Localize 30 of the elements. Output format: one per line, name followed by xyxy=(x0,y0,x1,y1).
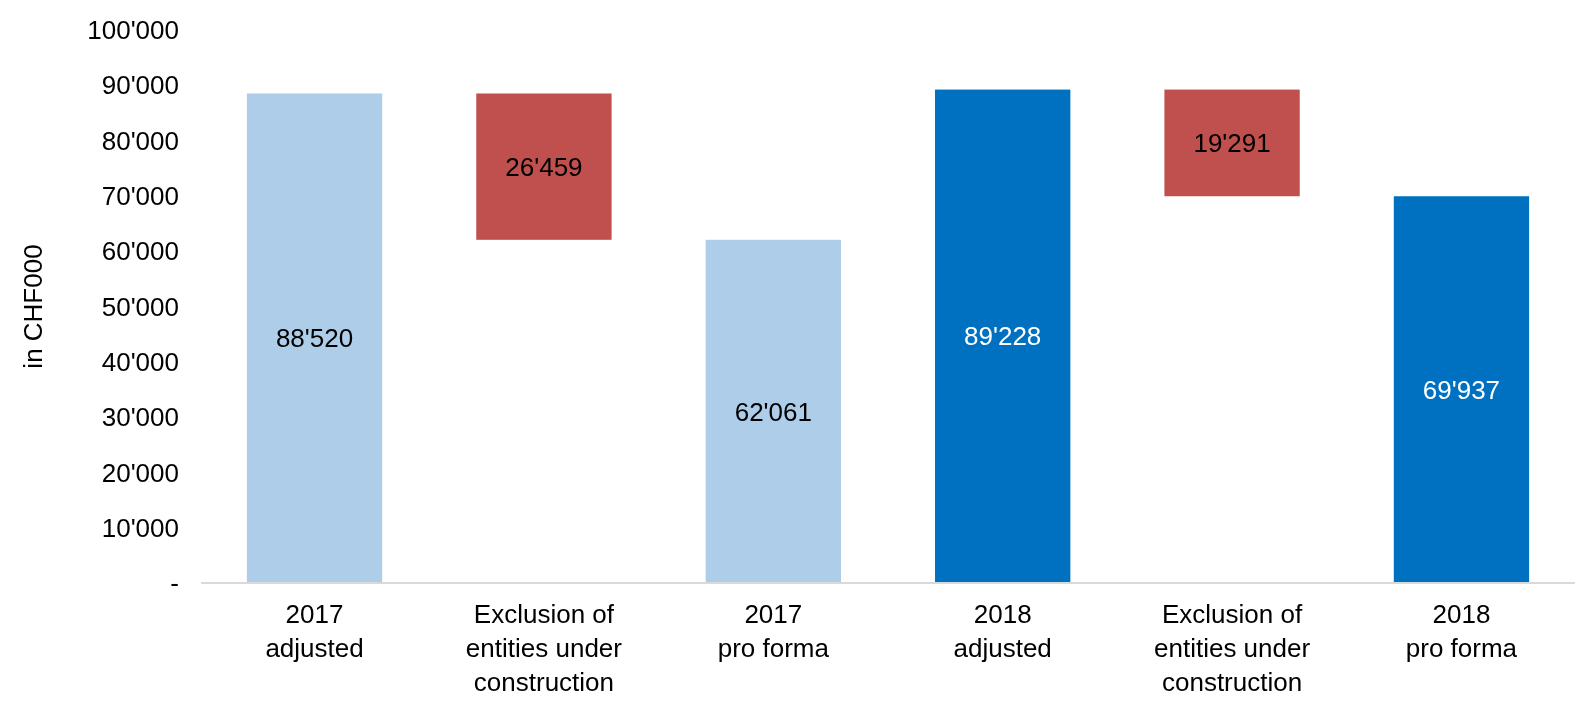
bar xyxy=(935,89,1071,583)
data-label: 69'937 xyxy=(1422,374,1501,405)
y-tick-label: 30'000 xyxy=(101,402,179,433)
y-tick-label: 70'000 xyxy=(101,181,179,211)
bar xyxy=(476,93,612,240)
y-tick-label: 100'000 xyxy=(87,15,179,46)
y-tick-label: 80'000 xyxy=(101,125,179,156)
y-axis-title: in CHF000 xyxy=(18,244,48,369)
data-label: 89'228 xyxy=(964,321,1042,352)
data-label: 26'459 xyxy=(505,151,583,182)
bar xyxy=(1393,196,1530,583)
y-tick-label: 50'000 xyxy=(101,291,179,322)
data-label: 88'520 xyxy=(275,323,354,354)
bar xyxy=(1164,89,1300,197)
x-tick-label: 2018 pro forma xyxy=(1405,599,1518,663)
y-tick-label: 20'000 xyxy=(101,457,179,488)
x-tick-label: 2018 adjusted xyxy=(953,599,1052,663)
x-tick-label: 2017 adjusted xyxy=(265,599,364,663)
y-tick-label: 40'000 xyxy=(101,346,179,377)
data-label: 62'061 xyxy=(734,396,812,427)
y-tick-label: 60'000 xyxy=(101,236,179,267)
x-tick-label: Exclusion of entities under construction xyxy=(465,599,623,697)
bar xyxy=(246,93,383,583)
bar xyxy=(705,239,841,583)
x-tick-label: Exclusion of entities under construction xyxy=(1154,599,1311,697)
x-tick-label: 2017 pro forma xyxy=(717,599,830,663)
data-label: 19'291 xyxy=(1193,128,1271,159)
y-tick-label: - xyxy=(170,568,179,599)
y-tick-label: 10'000 xyxy=(101,512,179,543)
y-tick-label: 90'000 xyxy=(101,70,179,101)
